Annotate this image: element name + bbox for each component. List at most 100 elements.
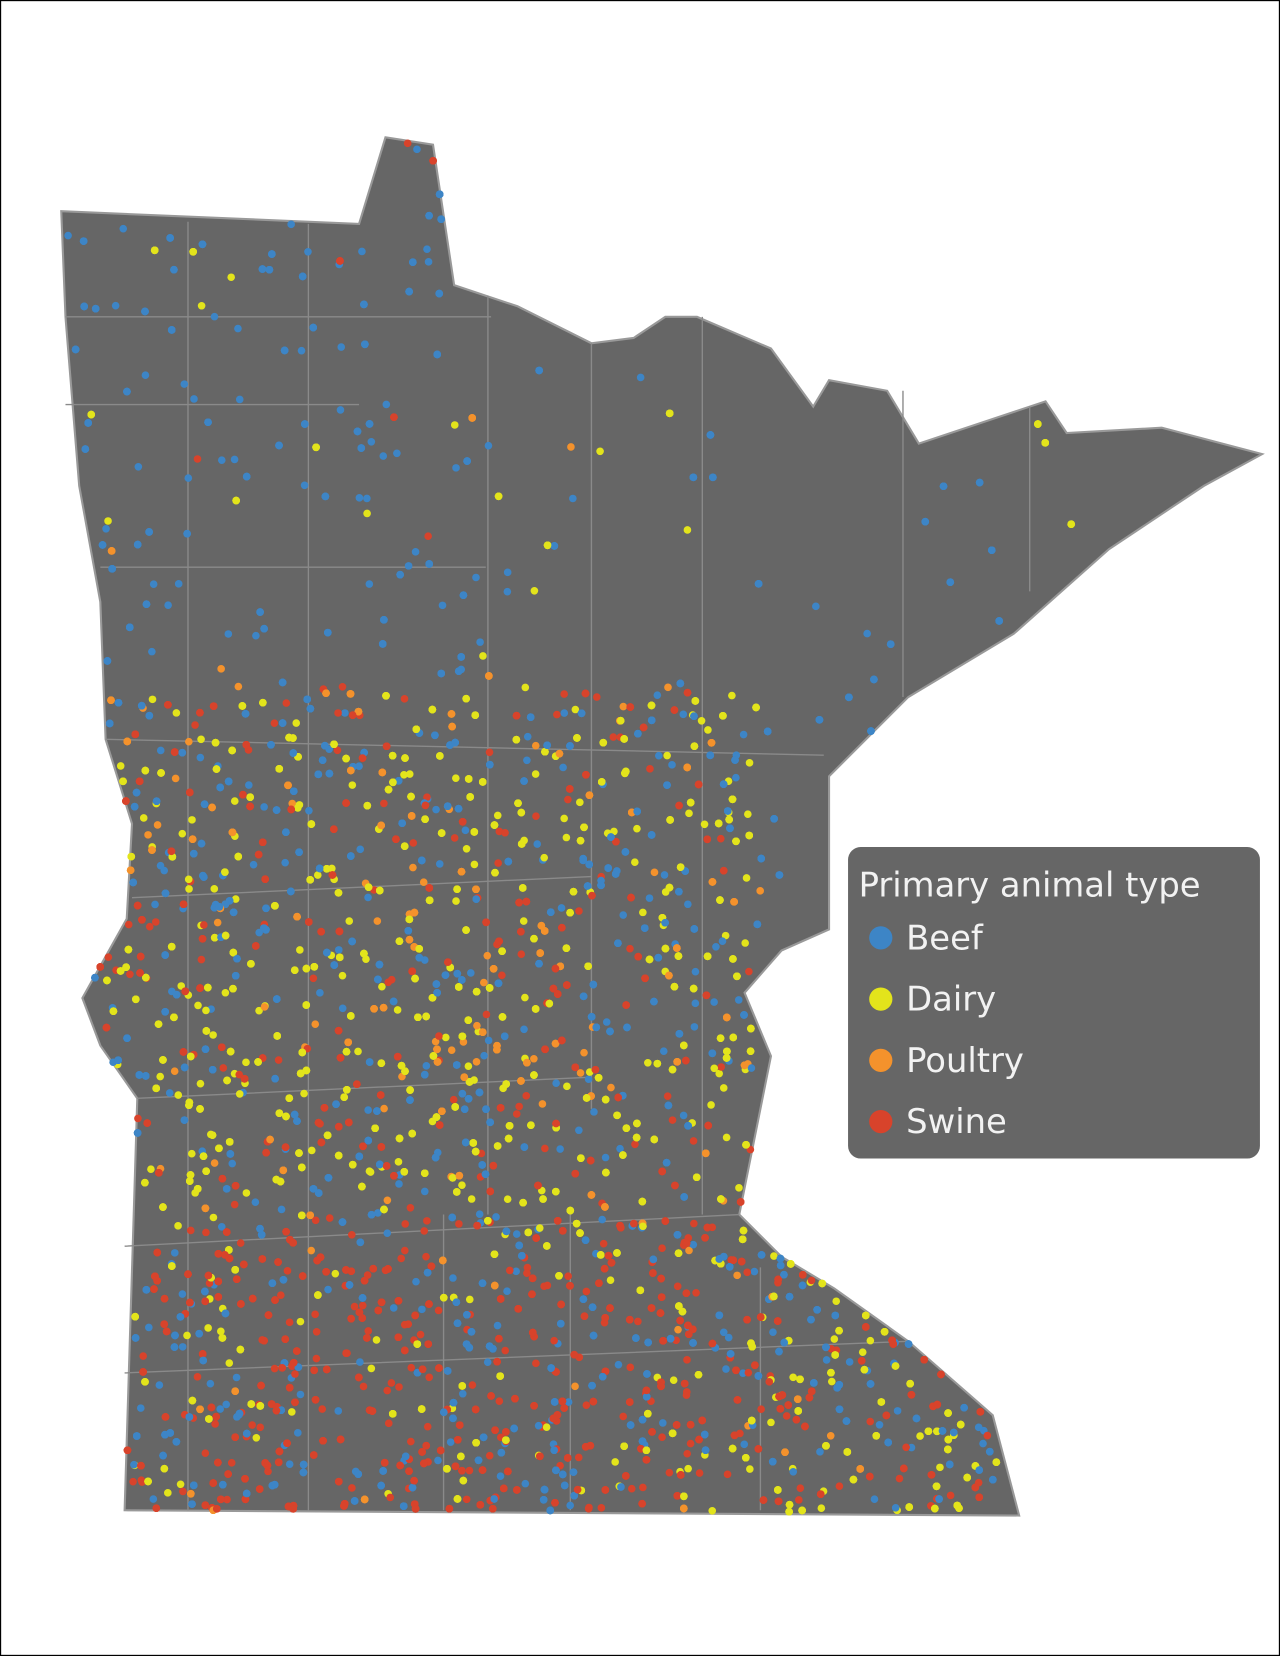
farm-dot <box>345 1118 353 1127</box>
farm-dot <box>732 773 740 782</box>
farm-dot <box>465 1295 474 1304</box>
farm-dot <box>861 1323 870 1331</box>
farm-dot <box>690 712 698 720</box>
farm-dot <box>596 1251 605 1259</box>
farm-dot <box>626 944 634 953</box>
farm-dot <box>449 1414 457 1423</box>
farm-dot <box>331 1269 340 1278</box>
farm-dot <box>221 988 230 997</box>
farm-dot <box>185 788 194 797</box>
farm-dot <box>313 871 322 879</box>
farm-dot <box>293 912 301 921</box>
farm-dot <box>944 1435 953 1444</box>
farm-dot <box>298 1211 306 1220</box>
farm-dot <box>295 1149 303 1157</box>
farm-dot <box>482 1010 491 1019</box>
farm-dot <box>438 1107 446 1116</box>
farm-dot <box>196 1079 205 1088</box>
farm-dot <box>215 1144 223 1153</box>
farm-dot <box>514 1305 523 1313</box>
farm-dot <box>831 1311 840 1320</box>
farm-dot <box>361 340 369 349</box>
farm-dot <box>234 852 243 861</box>
farm-dot <box>533 840 542 848</box>
farm-dot <box>694 780 703 789</box>
farm-dot <box>609 733 618 741</box>
farm-dot <box>478 1028 487 1036</box>
farm-dot <box>345 917 354 925</box>
farm-dot <box>666 1334 675 1343</box>
farm-dot <box>398 819 406 828</box>
farm-dot <box>462 1495 471 1504</box>
farm-dot <box>632 1133 641 1142</box>
farm-dot <box>397 1061 406 1070</box>
farm-dot <box>486 1187 495 1196</box>
farm-dot <box>974 1423 983 1432</box>
farm-dot <box>217 1222 226 1231</box>
farm-dot <box>334 709 342 717</box>
farm-dot <box>81 445 90 453</box>
farm-dot <box>502 1428 510 1436</box>
farm-dot <box>180 1116 189 1124</box>
farm-dot <box>443 1367 452 1375</box>
farm-dot <box>703 952 712 961</box>
farm-dot <box>746 1465 754 1473</box>
farm-dot <box>386 1493 395 1502</box>
farm-dot <box>210 1159 219 1167</box>
farm-dot <box>458 1181 466 1189</box>
farm-dot <box>492 1213 500 1221</box>
farm-dot <box>363 1334 371 1342</box>
farm-dot <box>485 748 494 757</box>
farm-dot <box>689 473 698 482</box>
farm-dot <box>435 860 444 868</box>
farm-dot <box>582 770 590 779</box>
farm-dot <box>394 1297 403 1305</box>
farm-dot <box>856 1465 865 1473</box>
farm-dot <box>515 1102 523 1111</box>
farm-dot <box>479 1433 488 1442</box>
farm-dot <box>633 1119 641 1128</box>
farm-dot <box>139 1368 147 1376</box>
farm-dot <box>218 1174 227 1183</box>
farm-dot <box>199 871 207 880</box>
farm-dot <box>206 1379 215 1388</box>
farm-dot <box>576 1229 584 1237</box>
farm-dot <box>201 1501 210 1509</box>
farm-dot <box>145 1323 153 1332</box>
farm-dot <box>255 1006 263 1015</box>
farm-dot <box>275 1109 284 1117</box>
farm-dot <box>377 1143 386 1151</box>
farm-dot <box>452 1188 461 1196</box>
farm-dot <box>213 918 222 927</box>
farm-dot <box>107 547 116 555</box>
farm-dot <box>476 638 484 646</box>
farm-dot <box>353 427 362 436</box>
farm-dot <box>747 1416 756 1425</box>
farm-dot <box>348 781 357 789</box>
farm-dot <box>214 1458 222 1467</box>
farm-dot <box>187 1149 196 1158</box>
farm-dot <box>775 1347 783 1356</box>
farm-dot <box>435 1032 443 1040</box>
state-outline <box>60 136 1265 1517</box>
farm-dot <box>558 1470 567 1479</box>
farm-dot <box>202 1167 210 1175</box>
farm-dot <box>247 960 255 968</box>
farm-dot <box>452 464 460 472</box>
farm-dot <box>363 509 371 518</box>
farm-dot <box>293 1117 301 1125</box>
farm-dot <box>478 778 487 786</box>
farm-dot <box>768 1457 777 1466</box>
farm-dot <box>626 1363 635 1372</box>
farm-dot <box>971 1483 980 1492</box>
farm-dot <box>198 1350 207 1358</box>
farm-dot <box>483 951 492 960</box>
farm-dot <box>124 920 133 929</box>
farm-dot <box>732 837 740 846</box>
farm-dot <box>611 1458 619 1466</box>
farm-dot <box>287 887 295 896</box>
farm-dot <box>249 860 258 869</box>
farm-dot <box>530 1071 538 1079</box>
farm-dot <box>119 224 128 233</box>
farm-dot <box>201 1449 210 1458</box>
